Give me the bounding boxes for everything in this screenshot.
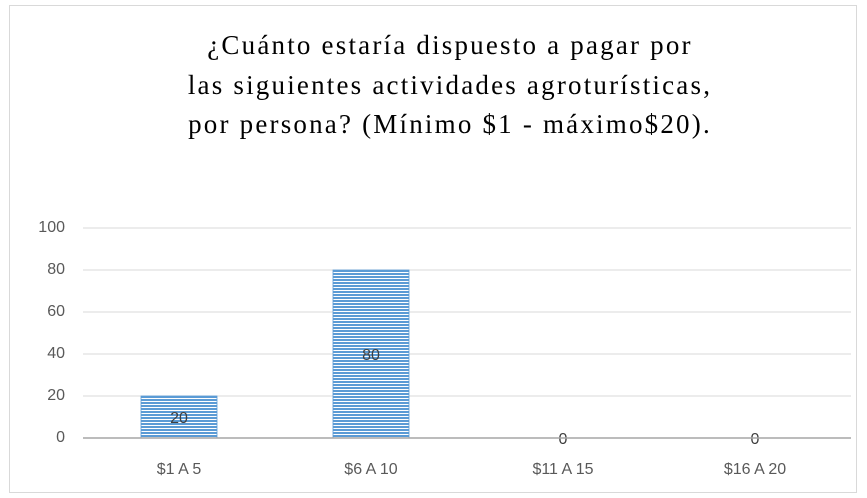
data-label: 20 xyxy=(170,410,188,427)
chart-title: las siguientes actividades agroturística… xyxy=(188,70,712,100)
data-label: 80 xyxy=(362,347,380,364)
y-tick-label: 80 xyxy=(47,261,65,278)
x-tick-label: $6 A 10 xyxy=(344,461,397,478)
data-label: 0 xyxy=(559,431,568,448)
y-tick-label: 60 xyxy=(47,303,65,320)
y-tick-label: 20 xyxy=(47,387,65,404)
y-tick-label: 40 xyxy=(47,345,65,362)
chart-title: ¿Cuánto estaría dispuesto a pagar por xyxy=(207,30,693,60)
y-tick-label: 0 xyxy=(56,429,65,446)
x-tick-label: $11 A 15 xyxy=(532,461,593,478)
chart-title: por persona? (Mínimo $1 - máximo$20). xyxy=(188,109,712,139)
data-label: 0 xyxy=(751,431,760,448)
x-tick-label: $1 A 5 xyxy=(157,461,202,478)
x-tick-label: $16 A 20 xyxy=(724,461,786,478)
y-tick-label: 100 xyxy=(38,219,65,236)
bar xyxy=(332,269,410,439)
